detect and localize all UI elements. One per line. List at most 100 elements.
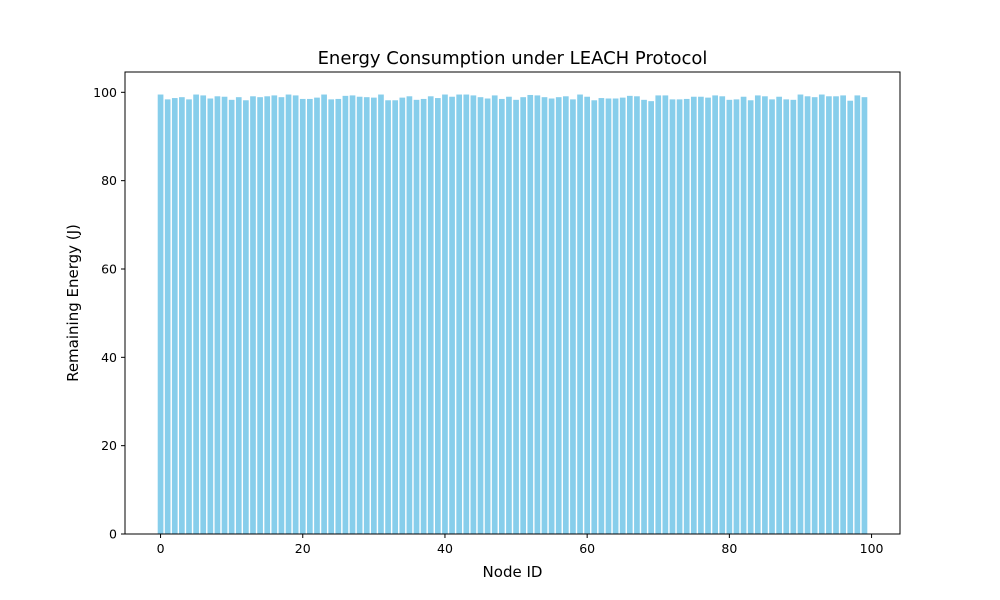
- bar-node-69: [648, 101, 654, 535]
- bar-node-52: [527, 94, 534, 534]
- bar-node-58: [570, 99, 576, 534]
- bar-node-54: [541, 97, 548, 535]
- bar-node-27: [349, 95, 356, 534]
- bar-node-14: [257, 97, 263, 535]
- bar-node-16: [271, 95, 278, 534]
- bar-node-23: [321, 94, 327, 534]
- bar-node-8: [214, 96, 221, 534]
- bar-node-80: [726, 99, 733, 534]
- bar-node-0: [157, 94, 164, 534]
- x-axis-ticks: 0 20 40 60 80 100: [157, 534, 884, 556]
- y-axis-ticks: 0 20 40 60 80 100: [93, 85, 125, 542]
- bar-node-76: [698, 96, 704, 534]
- bar-node-34: [399, 97, 406, 535]
- bar-node-38: [427, 96, 434, 534]
- bar-node-66: [626, 95, 633, 534]
- bar-node-95: [833, 96, 839, 534]
- bar-node-12: [243, 100, 249, 535]
- bar-node-41: [449, 96, 455, 534]
- x-tick-label: 80: [721, 541, 737, 556]
- bar-node-45: [477, 97, 484, 535]
- bar-node-55: [548, 98, 555, 534]
- bar-node-99: [861, 97, 868, 535]
- bar-node-78: [712, 95, 718, 534]
- bar-node-77: [705, 97, 711, 535]
- bar-node-28: [356, 96, 363, 534]
- bar-node-94: [826, 96, 832, 534]
- bar-node-13: [250, 96, 256, 534]
- bar-node-3: [179, 97, 185, 535]
- bar-node-59: [577, 94, 583, 534]
- x-tick-label: 100: [860, 541, 884, 556]
- bar-node-83: [747, 100, 754, 535]
- y-tick-label: 20: [101, 438, 117, 453]
- bar-node-26: [342, 95, 349, 534]
- y-tick-label: 0: [109, 527, 117, 542]
- bar-node-85: [762, 96, 768, 534]
- bar-node-40: [442, 94, 448, 534]
- bar-node-92: [811, 97, 818, 535]
- bar-node-79: [719, 96, 726, 534]
- bar-node-74: [683, 98, 690, 534]
- bar-node-32: [385, 100, 391, 535]
- y-axis-label: Remaining Energy (J): [64, 224, 82, 382]
- bar-node-63: [605, 98, 612, 534]
- bar-node-56: [555, 97, 562, 535]
- bar-node-96: [840, 95, 846, 534]
- bar-node-36: [413, 99, 420, 534]
- bar-node-84: [754, 95, 761, 534]
- bar-node-44: [470, 95, 477, 534]
- bar-node-70: [655, 95, 662, 534]
- bar-node-72: [669, 99, 676, 534]
- bar-node-31: [378, 94, 384, 534]
- bar-node-2: [171, 98, 178, 534]
- bar-node-61: [591, 100, 598, 535]
- bar-node-7: [207, 98, 214, 534]
- bar-node-33: [392, 100, 399, 535]
- bar-node-73: [676, 99, 683, 534]
- bar-node-5: [193, 94, 199, 534]
- bar-node-51: [520, 97, 527, 535]
- plot-area-frame: [124, 71, 901, 535]
- bar-node-68: [641, 99, 647, 534]
- bar-node-20: [299, 98, 306, 534]
- bar-node-81: [733, 99, 740, 534]
- bars-group: [157, 94, 868, 535]
- bar-node-57: [562, 96, 569, 534]
- bar-node-43: [463, 94, 470, 534]
- bar-node-87: [776, 96, 782, 534]
- bar-node-18: [285, 94, 292, 534]
- bar-node-65: [619, 97, 626, 535]
- y-tick-label: 80: [101, 173, 117, 188]
- bar-node-30: [371, 97, 377, 535]
- bar-node-88: [783, 99, 790, 534]
- bar-node-48: [498, 98, 505, 534]
- y-tick-label: 60: [101, 261, 117, 276]
- bar-node-53: [534, 95, 541, 534]
- y-tick-label: 40: [101, 350, 117, 365]
- x-axis-label: Node ID: [483, 563, 543, 581]
- bar-node-21: [307, 98, 313, 534]
- x-tick-label: 40: [437, 541, 453, 556]
- bar-node-37: [420, 98, 427, 534]
- bar-node-6: [200, 95, 207, 534]
- bar-node-67: [634, 96, 640, 534]
- bar-node-49: [506, 96, 512, 534]
- bar-node-4: [186, 99, 192, 534]
- bar-node-22: [314, 97, 320, 535]
- bar-node-93: [818, 94, 825, 534]
- bar-node-1: [164, 99, 171, 534]
- bar-node-50: [513, 99, 519, 534]
- bar-node-60: [584, 96, 590, 534]
- bar-node-75: [690, 96, 697, 534]
- bar-node-19: [292, 95, 299, 534]
- bar-node-90: [797, 94, 804, 534]
- x-tick-label: 20: [295, 541, 311, 556]
- bar-node-97: [847, 100, 854, 535]
- bar-node-91: [804, 96, 811, 534]
- bar-node-71: [662, 95, 669, 534]
- bar-node-35: [406, 96, 413, 534]
- bar-node-24: [328, 99, 335, 534]
